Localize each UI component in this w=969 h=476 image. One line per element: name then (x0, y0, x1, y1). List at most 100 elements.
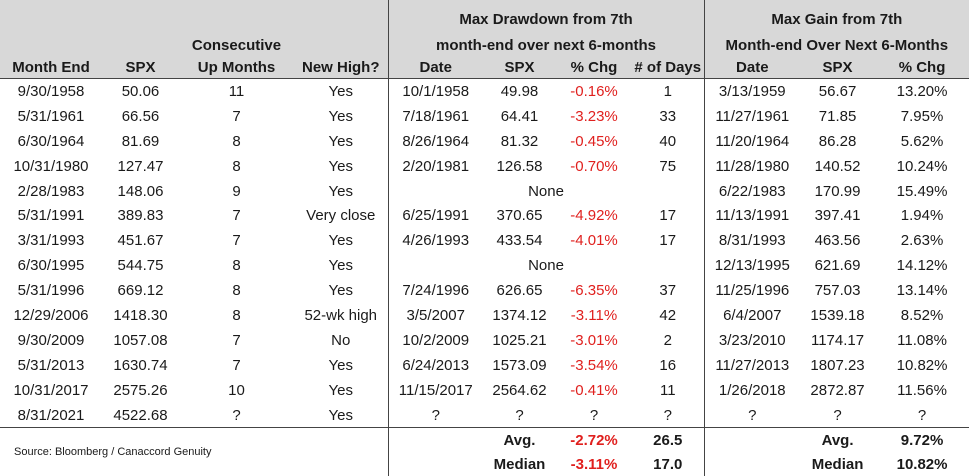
cell-drawdown-date: 3/5/2007 (387, 303, 483, 328)
cell-spx: 1418.30 (113, 306, 168, 324)
cell-gain-spx: 621.69 (814, 257, 861, 275)
cell-gain-spx: 1174.17 (810, 331, 865, 349)
source-note: Source: Bloomberg / Canaccord Genuity (0, 427, 388, 476)
table-row: 2/28/1983 148.06 9 Yes None 6/22/1983 170.99 15… (0, 178, 969, 204)
cell-new-high: Yes (328, 381, 353, 399)
cell-up-months: 8 (232, 257, 241, 275)
cell-drawdown-none: None (387, 178, 705, 204)
col-month-end: Month End (0, 54, 102, 79)
cell-gain-spx: 757.03 (814, 282, 861, 300)
cell-drawdown-spx: 1025.21 (492, 331, 547, 349)
cell-spx: 2575.26 (113, 381, 168, 399)
cell-month-end: 3/31/1993 (17, 232, 85, 250)
cell-gain-spx: 170.99 (814, 182, 861, 200)
table-row: 8/31/2021 4522.68? Yes??????? (0, 402, 969, 428)
cell-spx: 1057.08 (113, 331, 168, 349)
cell-up-months: 7 (232, 331, 241, 349)
cell-up-months: 8 (232, 282, 241, 300)
cell-drawdown-spx: 626.65 (496, 282, 543, 300)
cell-new-high: Yes (328, 157, 353, 175)
cell-month-end: 2/28/1983 (17, 182, 85, 200)
cell-gain-spx: 1539.18 (810, 306, 865, 324)
cell-drawdown-days: 37 (659, 282, 677, 300)
cell-drawdown-days: ? (663, 406, 672, 424)
cell-spx: 148.06 (117, 182, 164, 200)
consecutive-label: Consecutive (179, 28, 294, 54)
cell-new-high: Yes (328, 406, 353, 424)
cell-drawdown-pct: -4.01% (570, 232, 618, 250)
avg-gain-pct: 9.72% (875, 427, 969, 453)
cell-new-high: 52-wk high (304, 306, 378, 324)
cell-up-months: 8 (232, 132, 241, 150)
cell-drawdown-days: 16 (659, 356, 677, 374)
cell-up-months: 8 (232, 157, 241, 175)
cell-month-end: 10/31/2017 (13, 381, 89, 399)
median-row: Median -3.11% 17.0 Median 10.82% (0, 452, 969, 476)
cell-month-end: 9/30/1958 (17, 82, 85, 100)
cell-drawdown-days: 11 (659, 381, 676, 399)
header-blank (0, 0, 388, 28)
cell-month-end: 12/29/2006 (13, 306, 89, 324)
cell-drawdown-spx: ? (515, 406, 524, 424)
cell-up-months: 8 (232, 306, 241, 324)
cell-up-months: 10 (228, 381, 245, 399)
cell-month-end: 5/31/1991 (17, 207, 85, 225)
header-blank-3 (294, 28, 388, 54)
cell-month-end: 5/31/1961 (17, 107, 85, 125)
cell-spx: 389.83 (117, 207, 164, 225)
cell-gain-pct: 5.62% (900, 132, 944, 150)
cell-drawdown-date: 7/18/1961 (387, 103, 483, 129)
cell-month-end: 5/31/1996 (17, 282, 85, 300)
cell-spx: 451.67 (117, 232, 164, 250)
cell-drawdown-spx: 1374.12 (492, 306, 547, 324)
cell-gain-pct: 11.56% (897, 381, 947, 399)
cell-gain-date: 3/23/2010 (703, 327, 801, 353)
table-row: 12/29/2006 1418.30 8 52-wk high 3/5/2007 1374… (0, 303, 969, 328)
table-row: 3/31/1993 451.67 7 Yes 4/26/1993 433.54 -4.01%… (0, 228, 969, 254)
cell-month-end: 9/30/2009 (17, 331, 85, 349)
table-footer: Source: Bloomberg / Canaccord Genuity Av… (0, 427, 969, 476)
cell-up-months: 7 (232, 107, 241, 125)
cell-month-end: 8/31/2021 (17, 406, 85, 424)
cell-new-high: Yes (328, 182, 353, 200)
cell-spx: 127.47 (117, 157, 164, 175)
cell-gain-date: 11/20/1964 (703, 128, 801, 154)
cell-drawdown-pct: -3.01% (570, 331, 618, 349)
cell-up-months: 7 (232, 207, 241, 225)
cell-gain-date: 11/27/1961 (703, 103, 801, 129)
cell-drawdown-pct: -6.35% (570, 282, 618, 300)
cell-new-high: Yes (328, 107, 353, 125)
cell-new-high: Very close (306, 207, 376, 225)
cell-drawdown-date: 2/20/1981 (387, 153, 483, 179)
cell-up-months: 7 (232, 232, 241, 250)
cell-drawdown-date: 8/26/1964 (387, 128, 483, 154)
cell-gain-pct: 8.52% (900, 306, 944, 324)
cell-month-end: 5/31/2013 (17, 356, 85, 374)
cell-drawdown-spx: 2564.62 (492, 381, 547, 399)
cell-gain-pct: 10.24% (896, 157, 948, 175)
cell-drawdown-spx: 126.58 (496, 157, 543, 175)
cell-drawdown-date: 6/25/1991 (387, 203, 483, 229)
cell-drawdown-spx: 81.32 (500, 132, 539, 150)
cell-gain-pct: 1.94% (900, 207, 944, 225)
cell-gain-pct: 13.14% (896, 282, 948, 300)
cell-up-months: ? (232, 406, 241, 424)
footer-blank (387, 452, 483, 476)
cell-drawdown-days: 2 (663, 331, 672, 349)
cell-gain-date: 3/13/1959 (703, 78, 801, 104)
footer-blank (387, 427, 483, 453)
cell-gain-date: 11/27/2013 (703, 352, 801, 378)
table-row: 5/31/2013 1630.74 7 Yes 6/24/2013 1573.09 -3.5… (0, 352, 969, 378)
cell-drawdown-days: 1 (663, 82, 672, 100)
cell-spx: 669.12 (117, 282, 164, 300)
table-row: 5/31/1996 669.12 8 Yes 7/24/1996 626.65 -6.35%… (0, 278, 969, 304)
cell-gain-spx: 71.85 (818, 107, 857, 125)
cell-new-high: Yes (328, 82, 353, 100)
cell-new-high: Yes (328, 132, 353, 150)
gain-title-line1: Max Gain from 7th (703, 0, 969, 28)
cell-drawdown-days: 17 (659, 232, 677, 250)
cell-drawdown-date: 10/1/1958 (387, 78, 483, 104)
cell-drawdown-days: 40 (659, 132, 677, 150)
median-drawdown-pct: -3.11% (570, 455, 618, 473)
